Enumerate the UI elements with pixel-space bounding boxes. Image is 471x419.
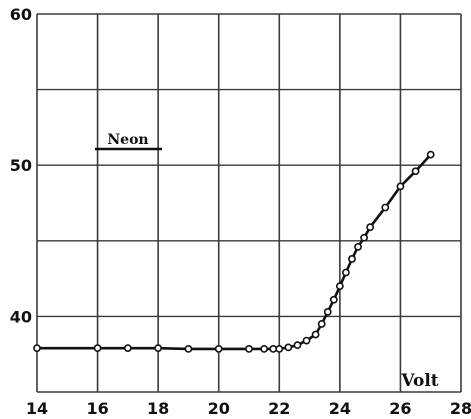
data-point [293, 341, 302, 350]
x-tick-label: 14 [26, 399, 48, 418]
data-point [329, 295, 338, 304]
x-tick-label: 28 [450, 399, 471, 418]
data-point [284, 343, 293, 352]
x-tick-label: 16 [86, 399, 108, 418]
data-point [323, 307, 332, 316]
data-point [245, 345, 253, 353]
data-point [214, 345, 223, 353]
data-point [275, 345, 284, 353]
y-tick-label: 60 [10, 5, 32, 24]
data-point [123, 344, 132, 353]
data-point [154, 344, 163, 353]
series-line-group [37, 153, 432, 351]
y-tick-label: 40 [10, 307, 32, 326]
annotations: Neon Volt [95, 132, 439, 391]
data-point [311, 330, 320, 339]
data-point [317, 320, 326, 328]
data-point [33, 344, 41, 353]
data-point [302, 336, 311, 345]
chart-annotation: Neon [107, 132, 148, 148]
data-point [381, 203, 390, 212]
x-tick-label: 18 [147, 399, 169, 418]
x-tick-label: 20 [208, 399, 230, 418]
data-point [354, 242, 362, 251]
series-line [37, 153, 432, 351]
data-point [342, 268, 350, 277]
data-point [396, 182, 405, 191]
x-tick-label: 22 [268, 399, 290, 418]
data-point [366, 223, 375, 232]
data-point [360, 233, 368, 242]
data-point [411, 167, 420, 176]
data-point [348, 255, 356, 263]
data-point [426, 150, 435, 159]
x-axis-label: Volt [400, 371, 438, 391]
data-point [335, 282, 344, 291]
grid [36, 13, 462, 393]
data-points [33, 150, 435, 353]
x-tick-label: 26 [389, 399, 411, 418]
x-tick-label: 24 [329, 399, 351, 418]
data-point [184, 345, 193, 353]
y-tick-label: 50 [10, 156, 32, 175]
data-point [93, 344, 102, 353]
tick-labels: 14 16 18 20 22 24 26 28 40 50 60 [10, 5, 471, 418]
data-point [260, 345, 269, 353]
